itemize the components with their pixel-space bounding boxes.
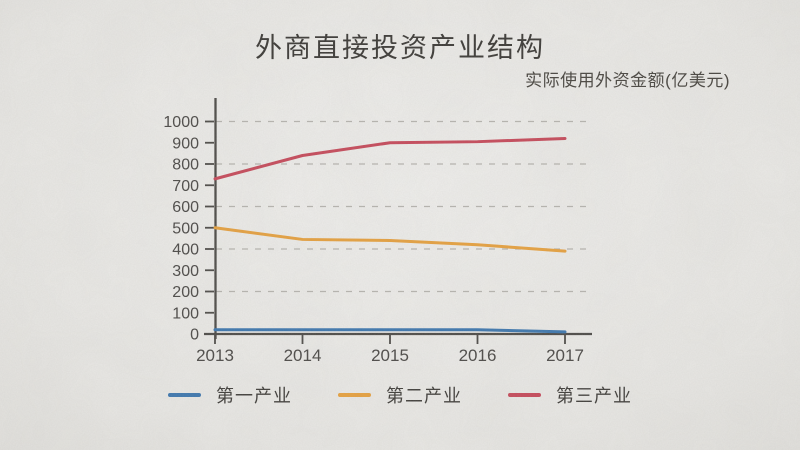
svg-text:2017: 2017 [546, 346, 584, 365]
svg-text:700: 700 [172, 178, 199, 195]
chart-legend: 第一产业 第二产业 第三产业 [0, 380, 800, 410]
svg-text:1000: 1000 [163, 114, 199, 131]
svg-text:2014: 2014 [284, 346, 322, 365]
legend-label: 第二产业 [386, 386, 462, 406]
legend-line-swatch-icon [508, 393, 541, 397]
svg-text:2013: 2013 [196, 346, 234, 365]
svg-text:0: 0 [190, 327, 199, 344]
legend-line-swatch-icon [338, 393, 371, 397]
svg-text:2016: 2016 [459, 346, 497, 365]
legend-label: 第一产业 [216, 386, 292, 406]
legend-item-primary-industry[interactable]: 第一产业 [168, 382, 292, 408]
svg-text:400: 400 [172, 242, 199, 259]
svg-text:900: 900 [172, 135, 199, 152]
svg-text:100: 100 [172, 305, 199, 322]
svg-text:2015: 2015 [371, 346, 409, 365]
svg-text:800: 800 [172, 157, 199, 174]
svg-text:600: 600 [172, 199, 199, 216]
legend-label: 第三产业 [556, 386, 632, 406]
svg-text:500: 500 [172, 220, 199, 237]
legend-item-tertiary-industry[interactable]: 第三产业 [508, 382, 632, 408]
legend-item-secondary-industry[interactable]: 第二产业 [338, 382, 462, 408]
legend-line-swatch-icon [168, 393, 201, 397]
svg-text:200: 200 [172, 284, 199, 301]
svg-text:300: 300 [172, 263, 199, 280]
